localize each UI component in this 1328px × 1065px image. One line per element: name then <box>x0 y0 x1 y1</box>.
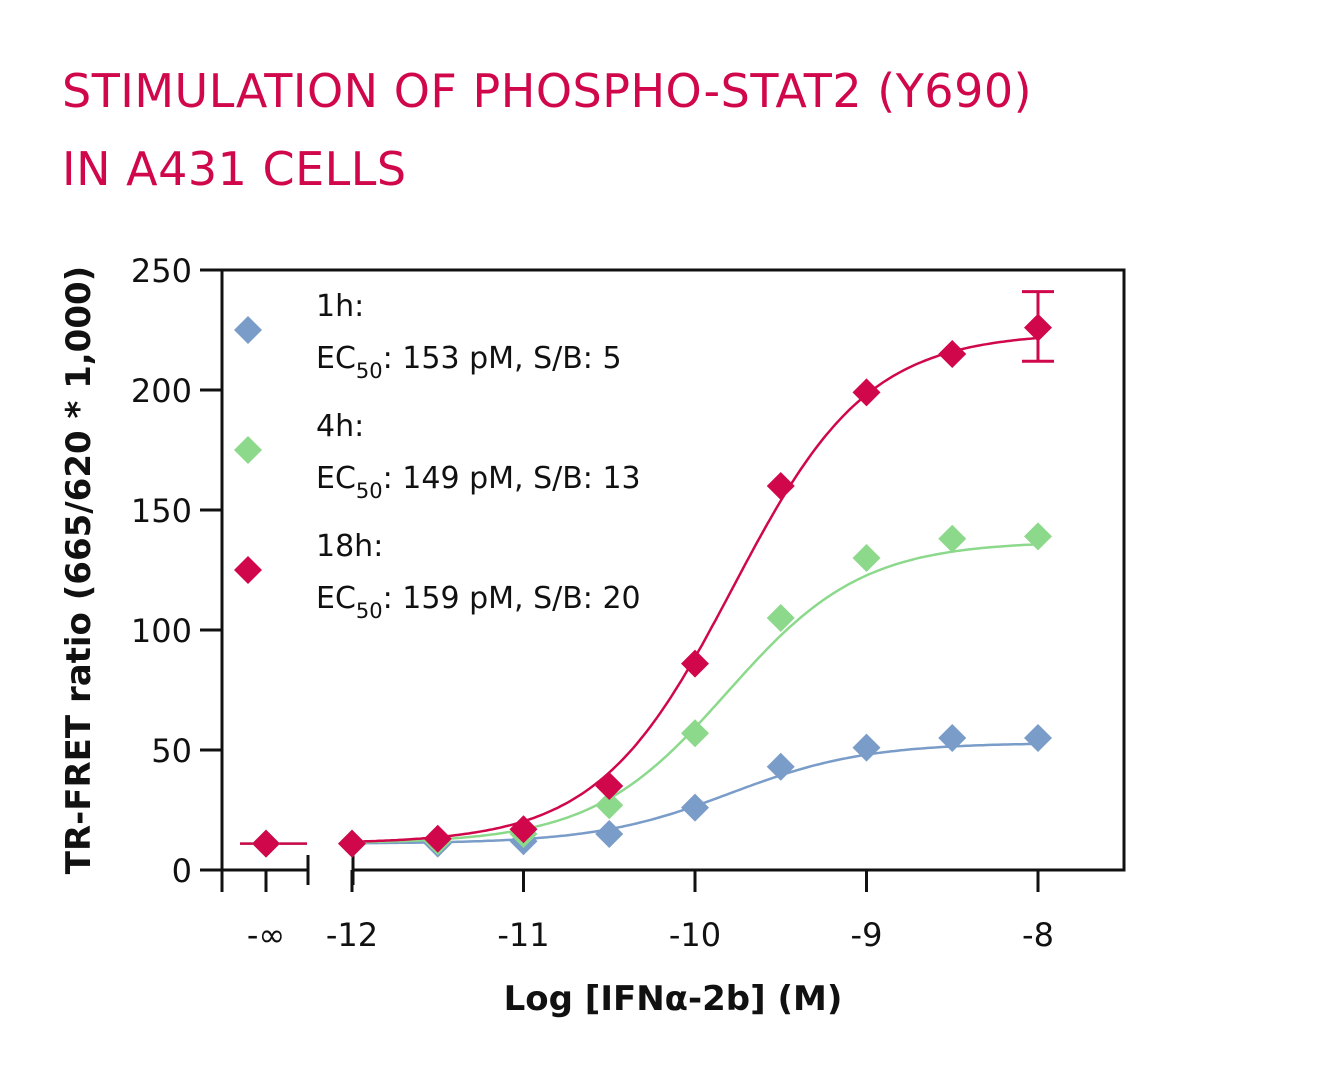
x-tick-label: -12 <box>326 916 378 954</box>
x-tick-label: -10 <box>669 916 721 954</box>
y-tick-label: 250 <box>131 252 192 290</box>
data-point-1h <box>681 793 709 822</box>
legend-series-name: 4h: <box>316 409 364 444</box>
axes: 0 50 100 150 200 250 -12 -11 -10 -9 -8 -∞ <box>131 252 1054 954</box>
data-point-18h <box>766 472 795 500</box>
data-point-4h <box>595 791 624 820</box>
data-point-1h <box>852 733 881 762</box>
plot-frame <box>220 268 1126 872</box>
legend-marker-1h <box>234 316 262 344</box>
data-point-18h <box>681 649 709 678</box>
x-tick-label-neg-infinity: -∞ <box>247 916 285 954</box>
legend-ec50-text: EC50: 159 pM, S/B: 20 <box>316 581 641 623</box>
data-point-18h <box>852 378 881 407</box>
data-point-18h <box>595 772 624 800</box>
chart-title-line-2: IN A431 CELLS <box>62 142 407 196</box>
y-tick-label: 0 <box>172 852 192 890</box>
x-tick-label: -11 <box>497 916 549 954</box>
data-point-neg-infinity-18h <box>252 829 280 858</box>
legend-marker-4h <box>234 436 262 464</box>
fit-curve-1h <box>352 742 1038 845</box>
data-point-4h <box>681 719 709 748</box>
x-axis-title: Log [IFNα-2b] (M) <box>504 979 843 1019</box>
data-point-4h <box>852 544 881 572</box>
data-point-18h <box>509 815 538 844</box>
legend-ec50-text: EC50: 153 pM, S/B: 5 <box>316 341 622 383</box>
x-tick-label: -9 <box>851 916 883 954</box>
data-point-18h <box>1024 313 1052 342</box>
legend: 1h: EC50: 153 pM, S/B: 5 4h: EC50: 149 pM, … <box>234 289 641 623</box>
legend-marker-18h <box>234 556 262 584</box>
y-tick-label: 150 <box>131 492 192 530</box>
y-tick-label: 100 <box>131 612 192 650</box>
data-point-4h <box>766 604 795 632</box>
data-point-1h <box>766 752 795 781</box>
data-points <box>252 313 1052 858</box>
data-point-18h <box>938 340 967 368</box>
legend-ec50-text: EC50: 149 pM, S/B: 13 <box>316 461 641 503</box>
y-tick-label: 200 <box>131 372 192 410</box>
data-point-18h <box>423 824 452 853</box>
x-tick-label: -8 <box>1022 916 1054 954</box>
data-point-1h <box>1024 724 1052 752</box>
data-point-4h <box>1024 522 1052 551</box>
data-point-1h <box>938 724 967 752</box>
chart-title: STIMULATION OF PHOSPHO-STAT2 (Y690) IN A… <box>62 52 1312 208</box>
data-point-18h <box>338 829 366 858</box>
y-tick-label: 50 <box>151 732 192 770</box>
data-point-1h <box>595 820 624 848</box>
chart-title-line-1: STIMULATION OF PHOSPHO-STAT2 (Y690) <box>62 64 1033 118</box>
legend-series-name: 1h: <box>316 289 364 324</box>
data-point-4h <box>938 524 967 553</box>
y-axis-title: TR-FRET ratio (665/620 * 1,000) <box>59 266 99 874</box>
legend-series-name: 18h: <box>316 529 383 564</box>
